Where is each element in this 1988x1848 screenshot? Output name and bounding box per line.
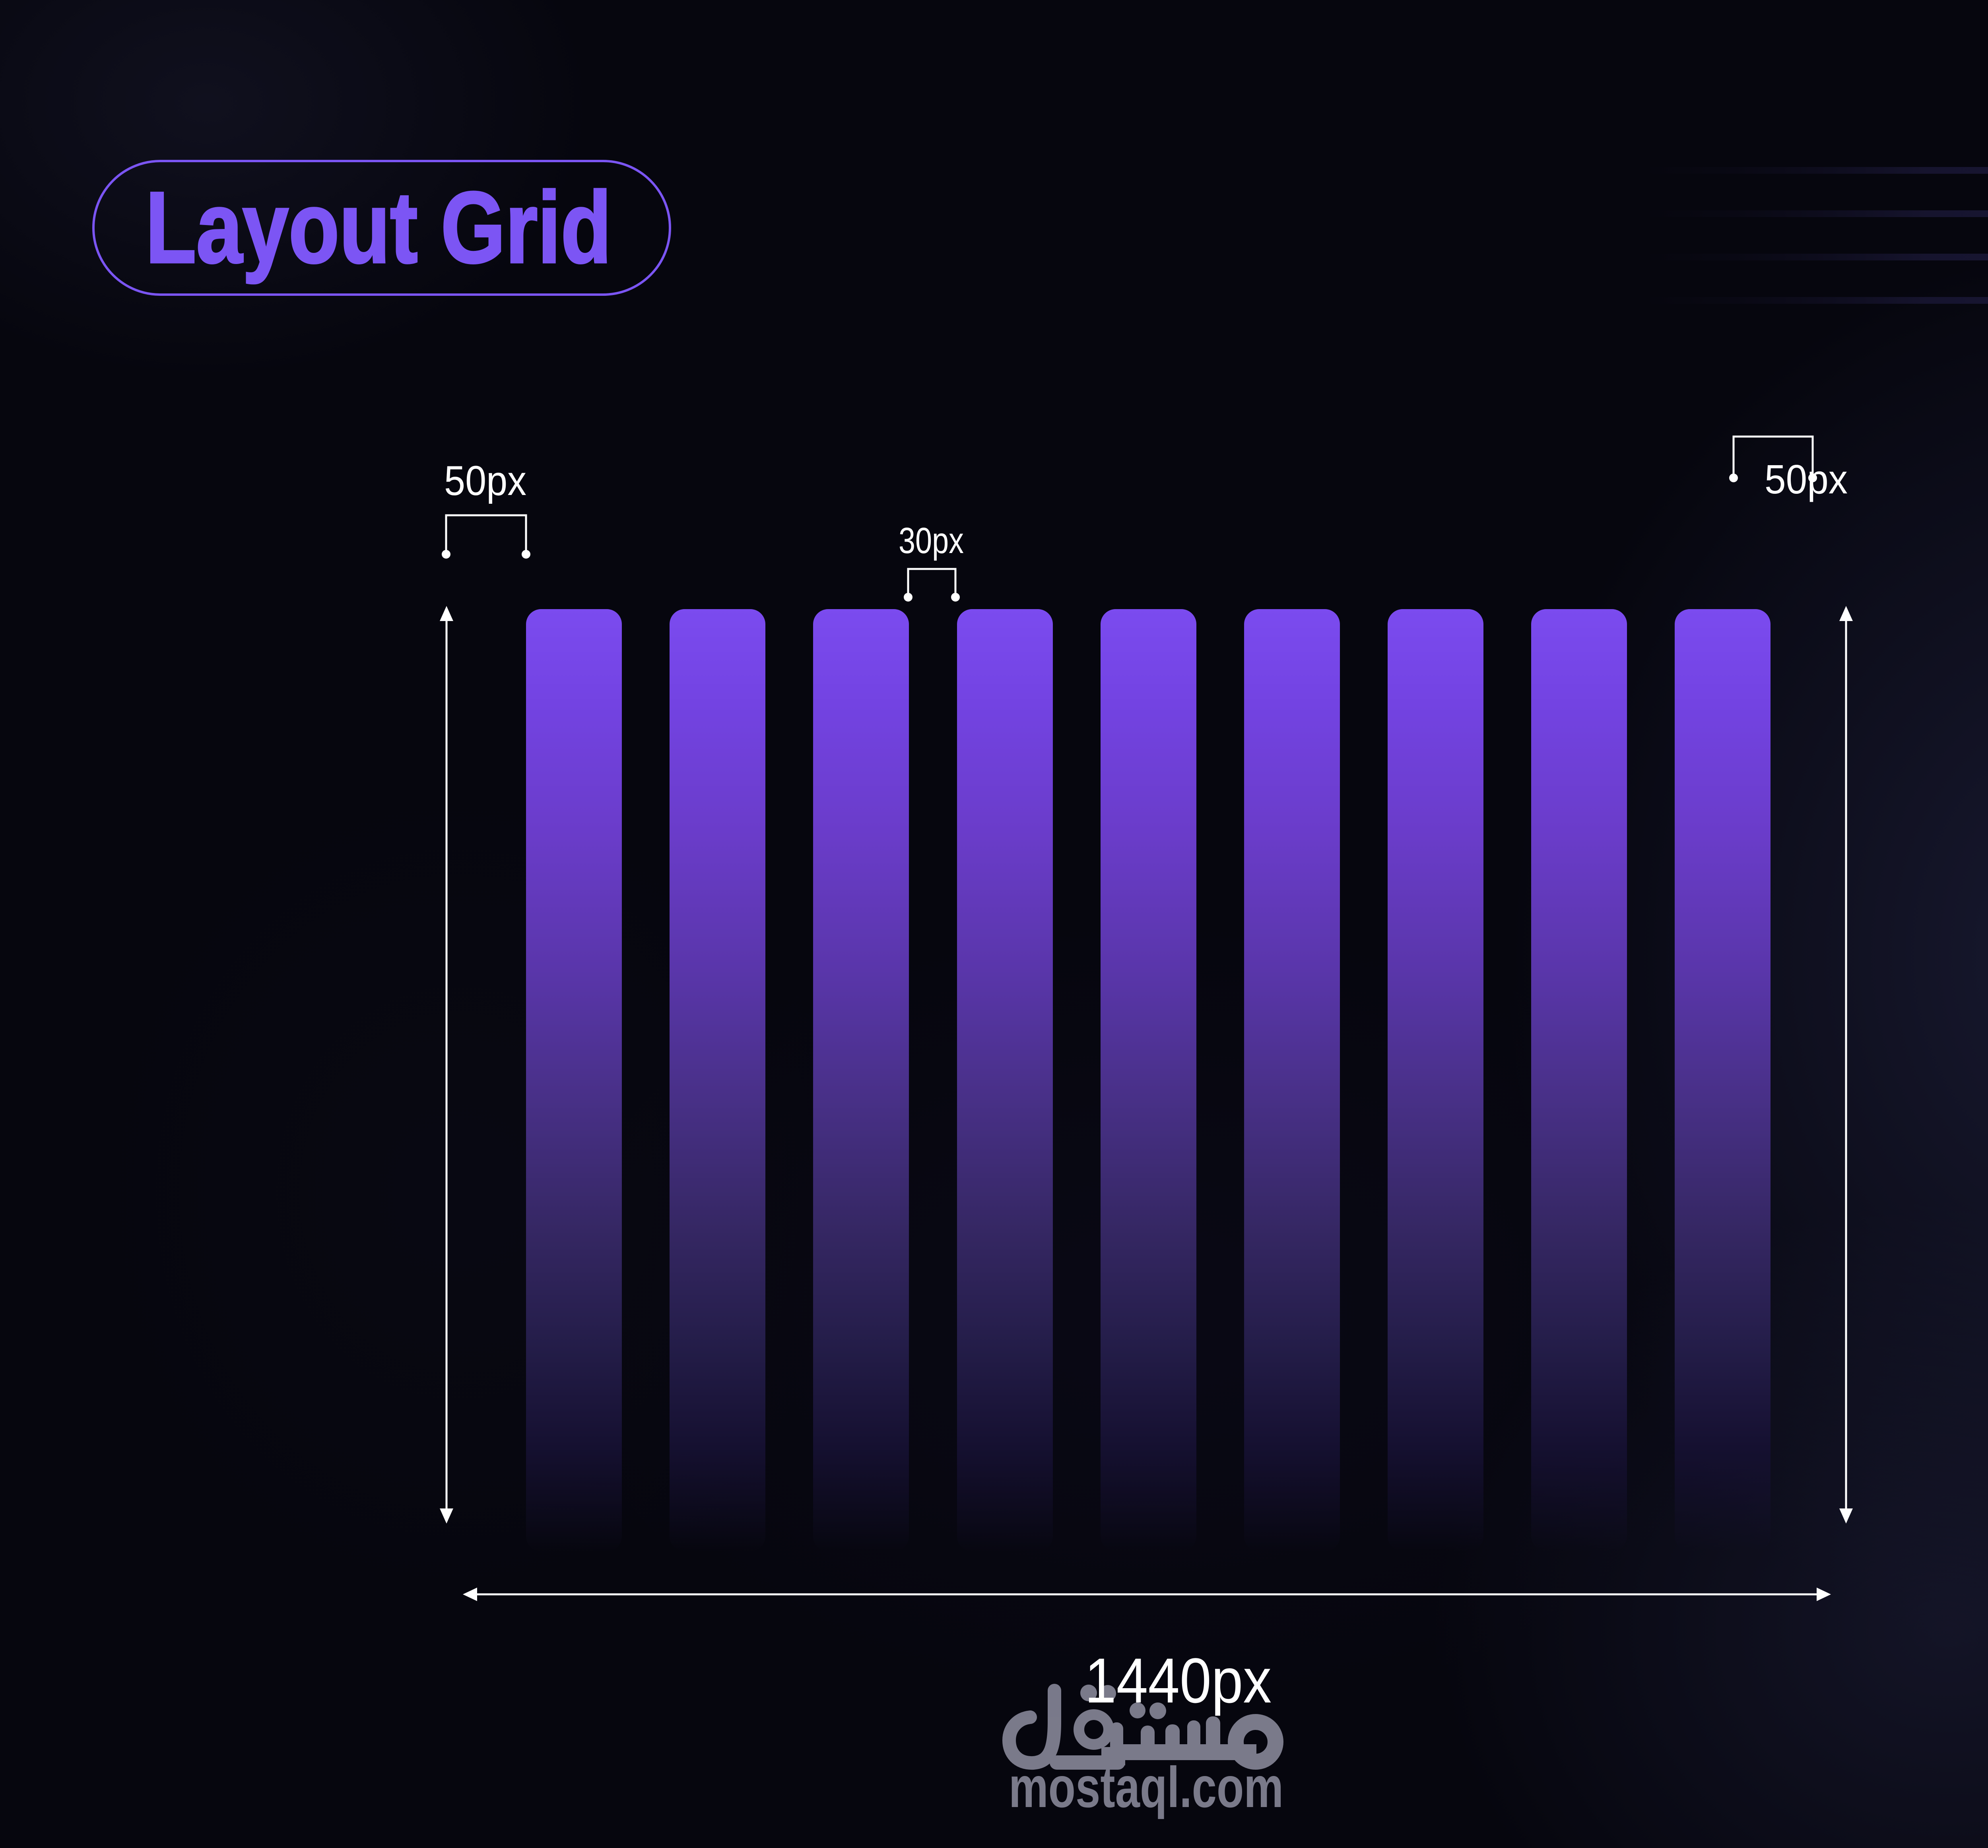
svg-text:50px: 50px	[444, 458, 526, 504]
svg-text:50px: 50px	[1765, 456, 1848, 502]
svg-text:30px: 30px	[899, 520, 964, 561]
svg-text:mostaql.com: mostaql.com	[1009, 1755, 1283, 1819]
svg-text:Layout Grid: Layout Grid	[146, 171, 612, 284]
svg-text:1440px: 1440px	[1085, 1645, 1272, 1716]
